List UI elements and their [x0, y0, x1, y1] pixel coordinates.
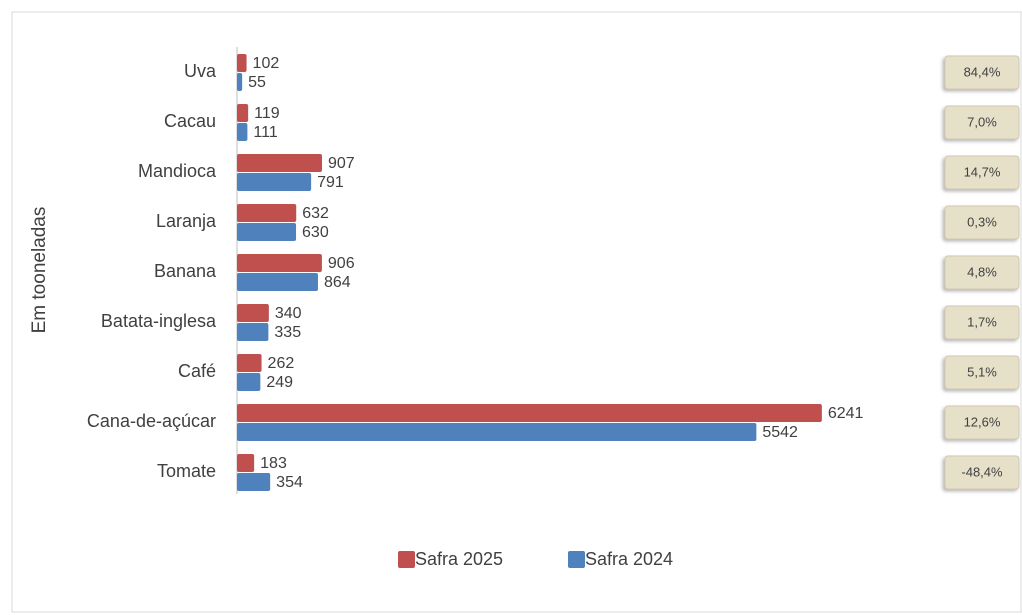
bar	[237, 223, 297, 241]
annotation-box	[944, 105, 1020, 140]
data-label: 335	[274, 324, 301, 341]
annotation-box-bg	[944, 305, 1020, 340]
bar	[237, 373, 261, 391]
data-label: 632	[302, 205, 329, 222]
annotation-box-bg	[944, 105, 1020, 140]
annotation-box	[944, 455, 1020, 490]
annotation-box-bg	[944, 455, 1020, 490]
annotation-box	[944, 305, 1020, 340]
data-label: 907	[328, 155, 355, 172]
annotation-box	[944, 55, 1020, 90]
annotation-box	[944, 255, 1020, 290]
category-label: Cana-de-açúcar	[87, 411, 216, 431]
data-label: 906	[328, 255, 355, 272]
annotation-box	[944, 205, 1020, 240]
legend-label: Safra 2025	[415, 549, 503, 569]
chart-border	[11, 11, 1022, 613]
data-label: 102	[253, 55, 280, 72]
data-label: 5542	[762, 424, 798, 441]
category-label: Laranja	[156, 211, 217, 231]
bar	[237, 54, 247, 72]
bar	[237, 73, 243, 91]
data-label: 630	[302, 224, 329, 241]
bar	[237, 273, 318, 291]
data-label: 111	[253, 124, 277, 141]
data-label: 183	[260, 455, 287, 472]
legend-swatch	[568, 551, 585, 568]
annotation-box	[944, 405, 1020, 440]
annotation-box-bg	[944, 205, 1020, 240]
bar	[237, 473, 271, 491]
bar	[237, 354, 262, 372]
y-axis-title: Em tooneladas	[29, 207, 50, 334]
annotation-box-bg	[944, 255, 1020, 290]
bar	[237, 423, 757, 441]
annotation: 84,4%	[964, 64, 1001, 79]
data-label: 249	[266, 374, 293, 391]
bar	[237, 404, 822, 422]
annotation: 14,7%	[964, 164, 1001, 179]
bar	[237, 254, 322, 272]
data-label: 6241	[828, 405, 864, 422]
bar	[237, 454, 255, 472]
data-label: 354	[276, 474, 303, 491]
annotation: 4,8%	[967, 264, 997, 279]
annotation-box	[944, 355, 1020, 390]
annotation: 5,1%	[967, 364, 997, 379]
data-label: 119	[254, 105, 280, 122]
annotation-box-bg	[944, 55, 1020, 90]
category-label: Batata-inglesa	[101, 311, 217, 331]
annotation: 1,7%	[967, 314, 997, 329]
bar	[237, 323, 269, 341]
category-label: Uva	[184, 61, 217, 81]
annotation-box-bg	[944, 355, 1020, 390]
bar	[237, 173, 312, 191]
annotation-box-bg	[944, 405, 1020, 440]
bar	[237, 123, 248, 141]
annotation-box-bg	[944, 155, 1020, 190]
data-label: 864	[324, 274, 351, 291]
bar	[237, 304, 269, 322]
annotation: -48,4%	[961, 464, 1003, 479]
legend-swatch	[398, 551, 415, 568]
category-label: Mandioca	[138, 161, 217, 181]
annotation: 7,0%	[967, 114, 997, 129]
category-label: Café	[178, 361, 216, 381]
bar	[237, 104, 249, 122]
category-label: Banana	[154, 261, 217, 281]
category-label: Cacau	[164, 111, 216, 131]
data-label: 55	[248, 74, 266, 91]
annotation: 0,3%	[967, 214, 997, 229]
category-label: Tomate	[157, 461, 216, 481]
annotation-box	[944, 155, 1020, 190]
legend-label: Safra 2024	[585, 549, 673, 569]
annotation: 12,6%	[964, 414, 1001, 429]
data-label: 791	[317, 174, 344, 191]
bar	[237, 154, 322, 172]
bar	[237, 204, 297, 222]
data-label: 340	[275, 305, 302, 322]
data-label: 262	[268, 355, 295, 372]
